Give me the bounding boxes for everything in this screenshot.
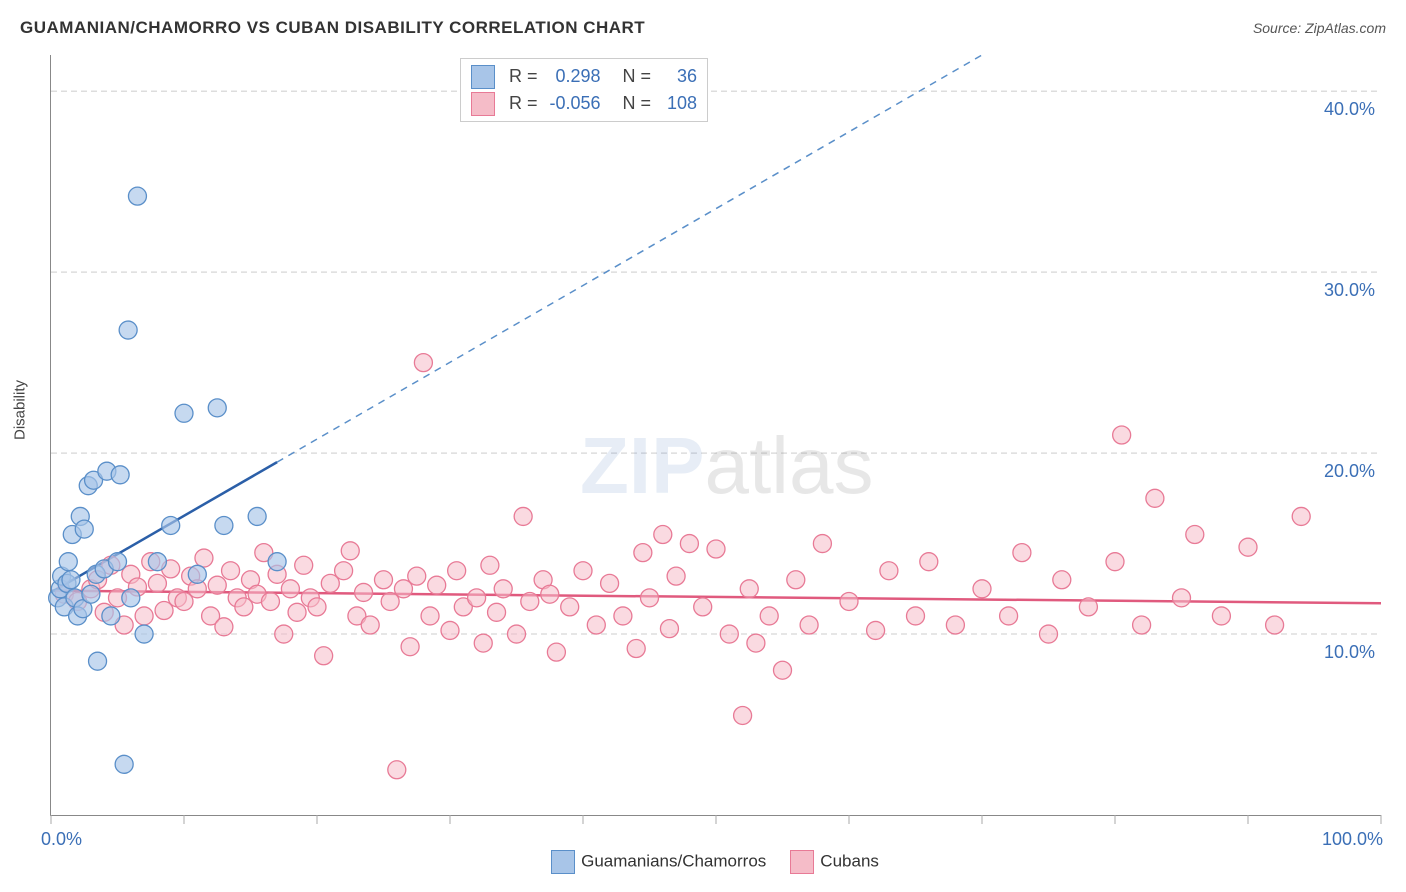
stats-box: R = 0.298 N = 36 R = -0.056 N = 108 [460, 58, 708, 122]
legend-label: Cubans [820, 851, 879, 870]
stats-r-label: R = [509, 63, 538, 90]
svg-text:10.0%: 10.0% [1324, 642, 1375, 662]
chart-header: GUAMANIAN/CHAMORRO VS CUBAN DISABILITY C… [20, 18, 1386, 38]
chart-svg: 10.0%20.0%30.0%40.0%0.0%100.0% [51, 55, 1381, 815]
stats-swatch [471, 92, 495, 116]
svg-text:100.0%: 100.0% [1322, 829, 1383, 849]
stats-r-value: -0.056 [546, 90, 601, 117]
stats-r-value: 0.298 [546, 63, 601, 90]
stats-r-label: R = [509, 90, 538, 117]
svg-text:30.0%: 30.0% [1324, 280, 1375, 300]
legend-label: Guamanians/Chamorros [581, 851, 766, 870]
svg-text:40.0%: 40.0% [1324, 99, 1375, 119]
chart-source: Source: ZipAtlas.com [1253, 20, 1386, 36]
legend-swatch [790, 850, 814, 874]
stats-row: R = -0.056 N = 108 [471, 90, 697, 117]
stats-n-value: 36 [659, 63, 697, 90]
svg-text:0.0%: 0.0% [41, 829, 82, 849]
legend: Guamanians/Chamorros Cubans [0, 850, 1406, 874]
stats-n-label: N = [623, 63, 652, 90]
plot-area: 10.0%20.0%30.0%40.0%0.0%100.0% [50, 55, 1381, 816]
svg-text:20.0%: 20.0% [1324, 461, 1375, 481]
stats-n-value: 108 [659, 90, 697, 117]
stats-row: R = 0.298 N = 36 [471, 63, 697, 90]
chart-title: GUAMANIAN/CHAMORRO VS CUBAN DISABILITY C… [20, 18, 645, 38]
stats-swatch [471, 65, 495, 89]
stats-n-label: N = [623, 90, 652, 117]
y-axis-title: Disability [12, 380, 29, 440]
legend-swatch [551, 850, 575, 874]
